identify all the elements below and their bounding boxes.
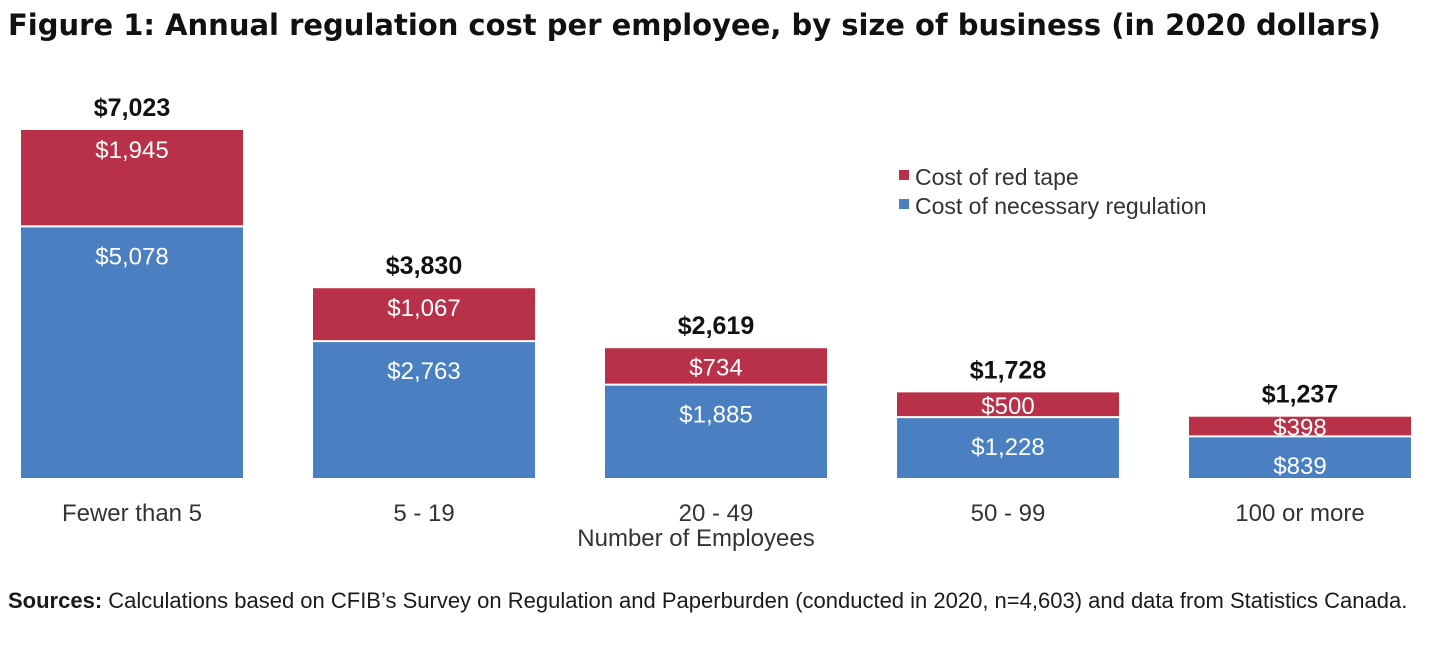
sources-note: Sources: Calculations based on CFIB’s Su… xyxy=(8,582,1428,620)
bar-red-tape-100-or-more xyxy=(1189,416,1411,437)
x-tick-label: Fewer than 5 xyxy=(62,500,202,527)
data-label-red-tape: $398 xyxy=(1273,415,1326,442)
legend-label-necessary: Cost of necessary regulation xyxy=(915,193,1207,219)
bar-necessary-50-99 xyxy=(897,417,1119,478)
x-axis-title: Number of Employees xyxy=(577,525,814,552)
x-tick-label: 5 - 19 xyxy=(393,500,454,527)
stacked-bar-chart: $1,945 $5,078 $7,023 Fewer than 5 $1,067 $2,7… xyxy=(21,94,1411,552)
total-label: $1,237 xyxy=(1262,381,1338,409)
bar-necessary-5-19 xyxy=(313,341,535,478)
data-label-necessary: $839 xyxy=(1273,453,1326,480)
bar-red-tape-5-19 xyxy=(313,288,535,342)
chart-title: Figure 1: Annual regulation cost per emp… xyxy=(8,8,1381,42)
legend: Cost of red tape Cost of necessary regula… xyxy=(899,164,1207,219)
x-tick-label: 100 or more xyxy=(1235,500,1364,527)
sources-text: Calculations based on CFIB’s Survey on R… xyxy=(108,588,1408,613)
bar-red-tape-fewer-than-5 xyxy=(21,130,243,227)
x-tick-label: 20 - 49 xyxy=(679,500,754,527)
bar-red-tape-20-49 xyxy=(605,348,827,385)
bar-necessary-100-or-more xyxy=(1189,436,1411,478)
legend-swatch-necessary xyxy=(899,199,909,209)
sources-label: Sources: xyxy=(8,588,103,613)
legend-swatch-red-tape xyxy=(899,170,909,180)
bar-necessary-fewer-than-5 xyxy=(21,226,243,478)
data-label-red-tape: $1,945 xyxy=(95,137,168,164)
total-label: $1,728 xyxy=(970,356,1047,384)
data-label-red-tape: $1,067 xyxy=(387,295,460,322)
bar-necessary-20-49 xyxy=(605,384,827,478)
data-label-necessary: $2,763 xyxy=(387,358,460,385)
data-label-necessary: $1,228 xyxy=(971,434,1044,461)
data-label-red-tape: $500 xyxy=(981,393,1034,420)
total-label: $3,830 xyxy=(386,252,462,280)
data-label-necessary: $5,078 xyxy=(95,243,168,270)
bar-red-tape-50-99 xyxy=(897,392,1119,418)
bars-group xyxy=(21,130,1411,478)
data-label-red-tape: $734 xyxy=(689,354,742,381)
total-label: $2,619 xyxy=(678,312,754,340)
x-tick-label: 50 - 99 xyxy=(971,500,1046,527)
labels-group: $1,945 $5,078 $7,023 Fewer than 5 $1,067 $2,7… xyxy=(62,94,1365,527)
total-label: $7,023 xyxy=(94,94,170,122)
legend-label-red-tape: Cost of red tape xyxy=(915,164,1079,190)
data-label-necessary: $1,885 xyxy=(679,402,752,429)
